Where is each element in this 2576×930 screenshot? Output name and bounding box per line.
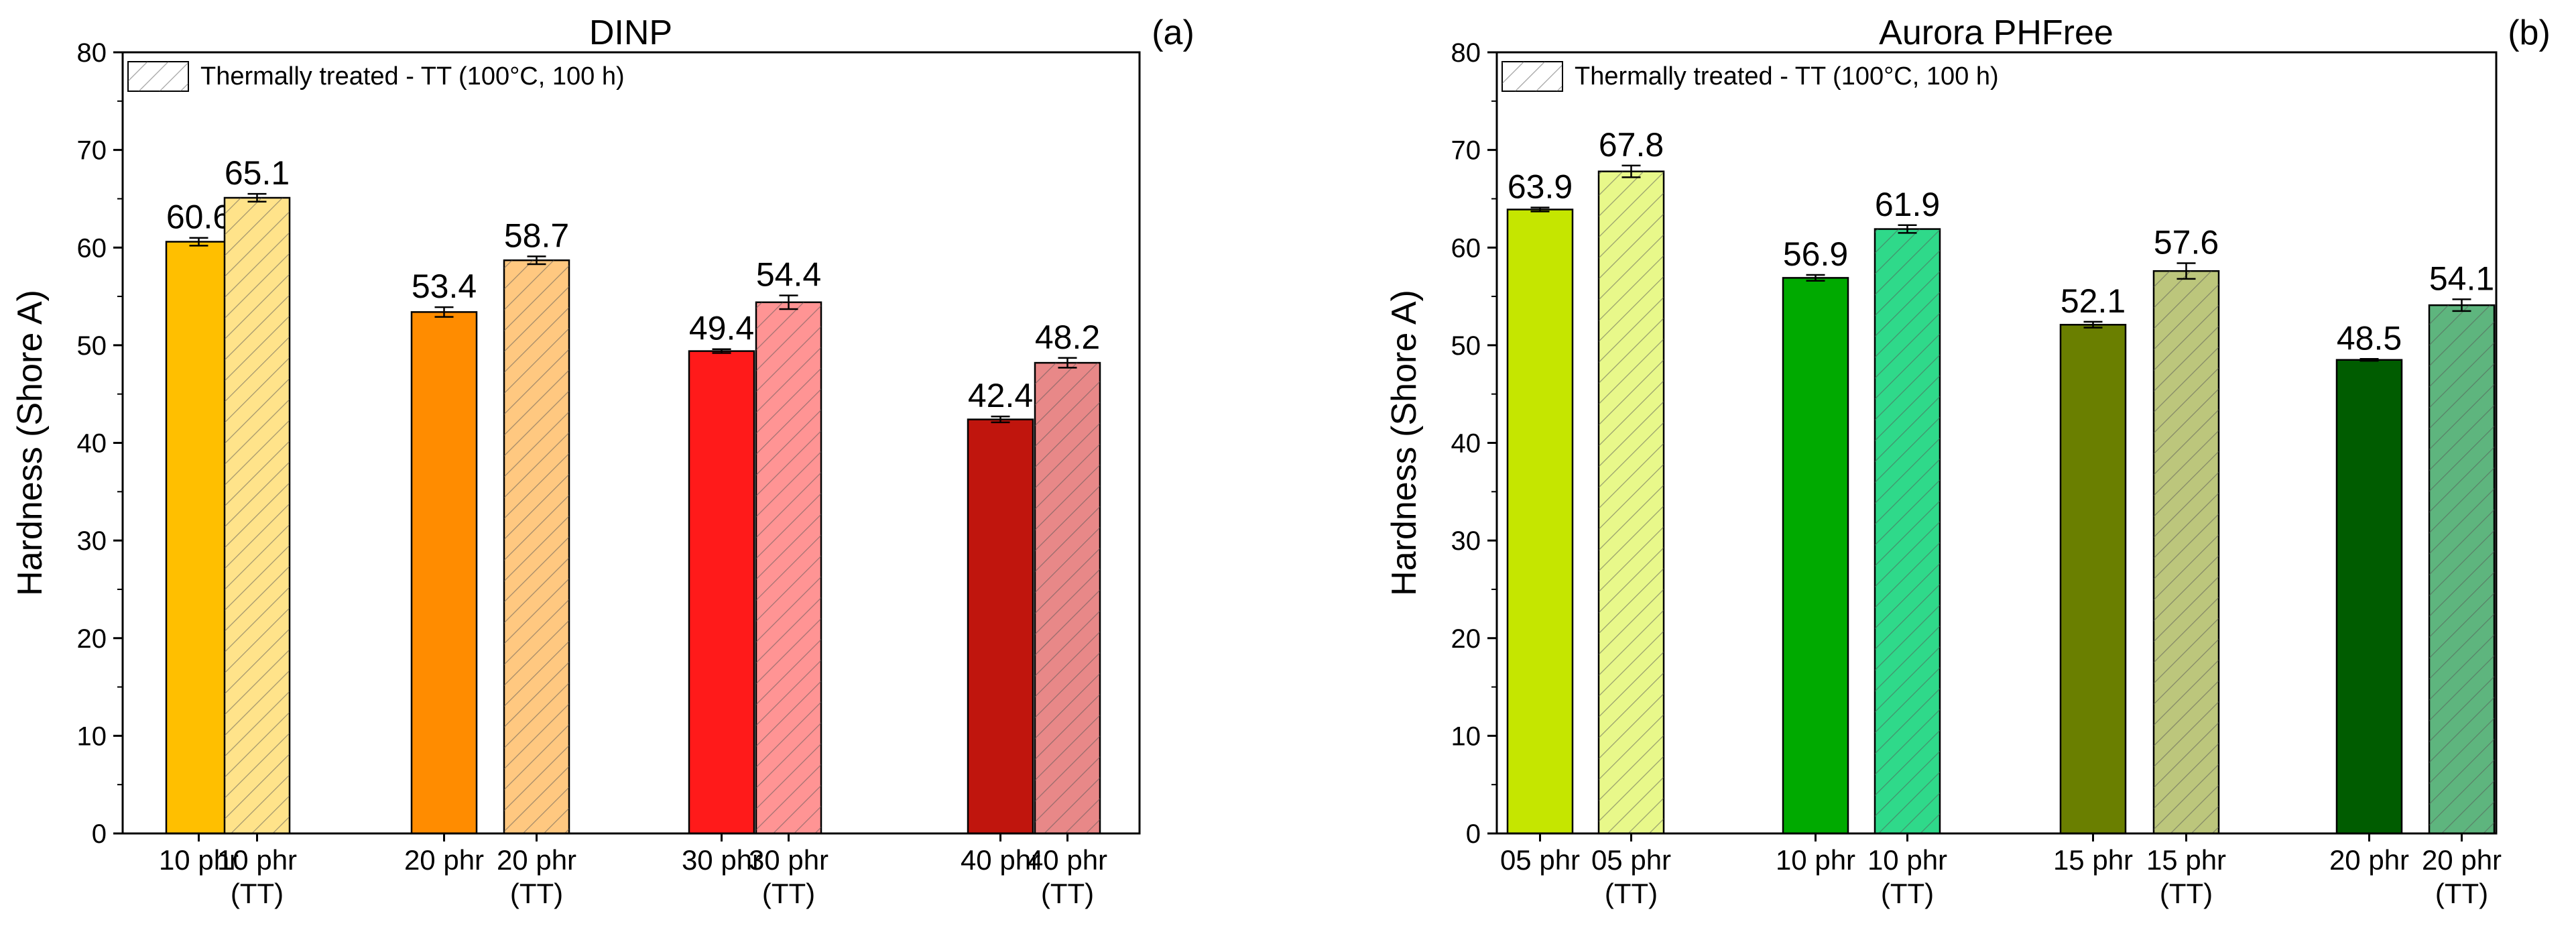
- chart-panel-a: DINP (a) Hardness (Shore A) 0 10 20 30 40 50 60 70…: [11, 13, 1194, 909]
- bar: [165, 241, 233, 835]
- x-tick-label: 30 phr: [749, 844, 829, 876]
- bar-hatch: [1599, 171, 1664, 834]
- data-label: 57.6: [2154, 224, 2219, 261]
- data-label: 54.1: [2429, 259, 2494, 297]
- legend-swatch-hatch: [128, 62, 188, 91]
- legend-label: Thermally treated - TT (100°C, 100 h): [200, 62, 625, 91]
- plot-frame: [1495, 51, 2498, 835]
- bar-hatch: [1875, 229, 1940, 833]
- data-label: 49.4: [689, 310, 754, 347]
- x-tick-label: (TT): [2435, 878, 2488, 909]
- panel-label: (b): [2508, 13, 2551, 52]
- data-label: 53.4: [412, 268, 477, 305]
- data-label: 58.7: [504, 217, 569, 254]
- x-tick-label: (TT): [510, 878, 563, 909]
- y-tick-label: 40: [77, 429, 107, 459]
- y-tick-label: 0: [92, 819, 107, 849]
- x-tick-label: 20 phr: [2422, 844, 2502, 876]
- x-tick-label: 20 phr: [2329, 844, 2409, 876]
- x-tick-label: 15 phr: [2146, 844, 2226, 876]
- x-tick-label: 10 phr: [159, 844, 239, 876]
- data-label: 52.1: [2061, 282, 2126, 320]
- data-label: 54.4: [756, 256, 821, 294]
- data-label: 56.9: [1783, 235, 1848, 273]
- data-label: 48.5: [2337, 319, 2402, 357]
- y-tick-label: 70: [1451, 136, 1481, 166]
- x-tick-label: 15 phr: [2053, 844, 2133, 876]
- bar-hatch: [1035, 363, 1100, 833]
- y-tick-label: 30: [77, 526, 107, 556]
- chart-title: Aurora PHFree: [1879, 13, 2113, 52]
- bar-hatch: [225, 197, 290, 833]
- data-label: 60.6: [166, 198, 231, 236]
- y-tick-label: 50: [1451, 331, 1481, 361]
- x-tick-label: 40 phr: [1028, 844, 1107, 876]
- x-tick-label: (TT): [762, 878, 815, 909]
- x-tick-label: 10 phr: [1867, 844, 1947, 876]
- bar: [1506, 209, 1574, 835]
- bar: [2059, 324, 2127, 835]
- x-tick-label: 30 phr: [682, 844, 761, 876]
- panel-label: (a): [1152, 13, 1194, 52]
- y-tick-label: 70: [77, 136, 107, 166]
- y-tick-label: 60: [77, 233, 107, 263]
- x-tick-label: 40 phr: [961, 844, 1040, 876]
- bar-hatch: [2154, 271, 2219, 833]
- data-label: 48.2: [1035, 318, 1100, 356]
- x-tick-label: (TT): [1041, 878, 1094, 909]
- legend-swatch-hatch: [1502, 62, 1562, 91]
- data-label: 67.8: [1599, 126, 1664, 164]
- y-axis-label: Hardness (Shore A): [11, 290, 50, 596]
- y-tick-label: 10: [1451, 721, 1481, 751]
- bar: [1782, 277, 1849, 835]
- data-label: 63.9: [1508, 168, 1573, 206]
- x-tick-label: 05 phr: [1500, 844, 1580, 876]
- x-tick-label: 10 phr: [217, 844, 297, 876]
- x-tick-label: 20 phr: [497, 844, 576, 876]
- bar: [2335, 359, 2403, 835]
- y-tick-label: 80: [1451, 38, 1481, 68]
- data-label: 42.4: [968, 377, 1033, 414]
- legend-label: Thermally treated - TT (100°C, 100 h): [1575, 62, 1999, 91]
- bar: [410, 311, 478, 835]
- y-tick-label: 20: [1451, 624, 1481, 654]
- y-tick-label: 20: [77, 624, 107, 654]
- y-tick-label: 40: [1451, 429, 1481, 459]
- bar: [688, 350, 755, 835]
- y-tick-label: 30: [1451, 526, 1481, 556]
- y-axis-label: Hardness (Shore A): [1385, 290, 1424, 596]
- y-tick-label: 10: [77, 721, 107, 751]
- x-tick-label: (TT): [231, 878, 284, 909]
- x-tick-label: (TT): [1605, 878, 1658, 909]
- chart-title: DINP: [589, 13, 672, 52]
- x-tick-label: 20 phr: [404, 844, 484, 876]
- x-tick-label: (TT): [1881, 878, 1934, 909]
- bar-hatch: [2429, 305, 2494, 833]
- x-tick-label: 05 phr: [1591, 844, 1671, 876]
- y-tick-label: 0: [1466, 819, 1481, 849]
- bar-hatch: [756, 302, 821, 833]
- chart-panel-b: Aurora PHFree (b) Hardness (Shore A) 0 10 20 3…: [1385, 13, 2551, 909]
- y-tick-label: 50: [77, 331, 107, 361]
- y-tick-label: 60: [1451, 233, 1481, 263]
- plot-frame: [121, 51, 1141, 835]
- x-tick-label: 10 phr: [1776, 844, 1855, 876]
- y-tick-label: 80: [77, 38, 107, 68]
- data-label: 65.1: [225, 154, 290, 192]
- bar-hatch: [504, 260, 569, 833]
- data-label: 61.9: [1875, 186, 1940, 223]
- bar: [967, 418, 1034, 835]
- x-tick-label: (TT): [2160, 878, 2213, 909]
